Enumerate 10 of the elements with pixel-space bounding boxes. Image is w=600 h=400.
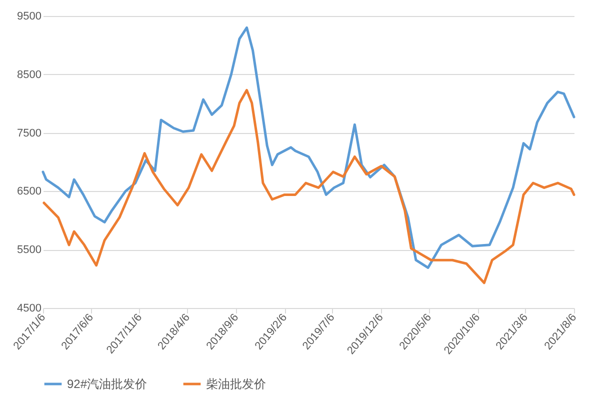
y-tick-label: 6500 <box>17 186 42 198</box>
line-series <box>42 26 576 269</box>
y-tick-label: 8500 <box>17 68 42 81</box>
y-tick-label: 9500 <box>17 10 42 22</box>
y-tick-label: 5500 <box>17 244 42 256</box>
legend-label: 柴油批发价 <box>206 377 266 391</box>
y-tick-label: 4500 <box>17 302 42 314</box>
legend-label: 92#汽油批发价 <box>67 377 148 391</box>
line-series <box>42 88 576 284</box>
y-tick-label: 7500 <box>17 127 42 140</box>
